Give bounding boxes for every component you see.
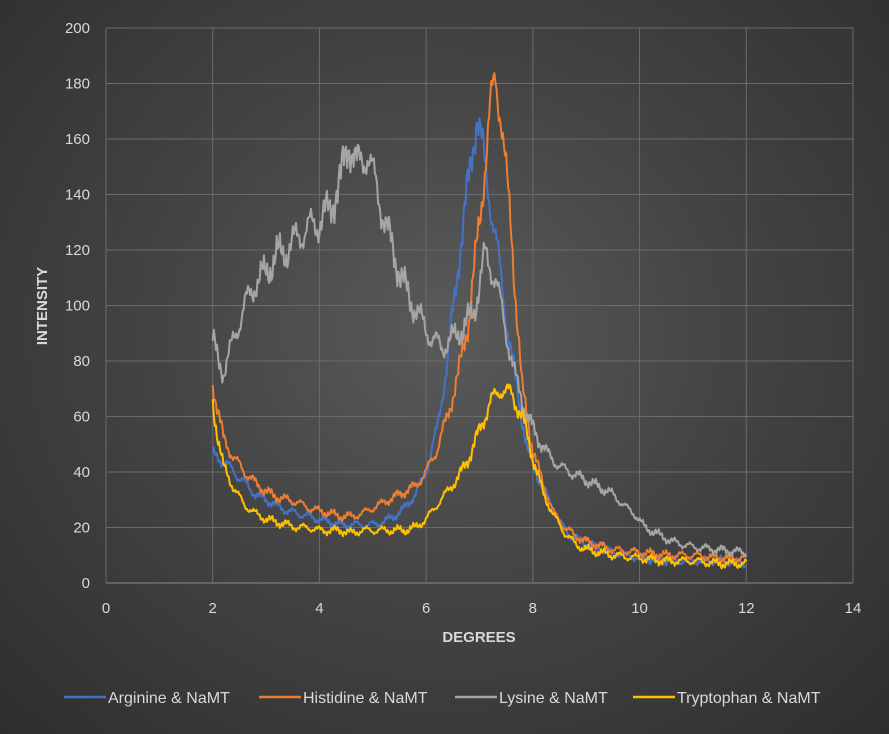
x-tick-label: 2 (209, 600, 217, 617)
y-axis-tick-labels: 0 20 40 60 80 100 120 140 160 180 200 (65, 20, 90, 592)
legend-label: Tryptophan & NaMT (677, 690, 821, 707)
series-line-3 (211, 143, 748, 558)
y-tick-label: 120 (65, 242, 90, 259)
y-axis-title: INTENSITY (34, 267, 51, 345)
y-tick-label: 200 (65, 20, 90, 37)
y-tick-label: 40 (73, 464, 90, 481)
x-axis-tick-labels: 0 2 4 6 8 10 12 14 (102, 600, 862, 617)
y-tick-label: 80 (73, 353, 90, 370)
series-line-2 (211, 72, 748, 565)
x-tick-label: 14 (845, 600, 862, 617)
y-tick-label: 100 (65, 298, 90, 315)
x-axis-title: DEGREES (442, 629, 515, 646)
y-tick-label: 20 (73, 520, 90, 537)
legend-label: Arginine & NaMT (108, 690, 230, 707)
x-tick-label: 0 (102, 600, 110, 617)
y-tick-label: 180 (65, 76, 90, 93)
series-line-4 (211, 383, 748, 570)
legend-label: Histidine & NaMT (303, 690, 428, 707)
x-tick-label: 8 (529, 600, 537, 617)
series-lines (211, 72, 748, 570)
y-tick-label: 0 (82, 575, 90, 592)
x-tick-label: 6 (422, 600, 430, 617)
legend-label: Lysine & NaMT (499, 690, 608, 707)
series-line-1 (211, 117, 747, 569)
x-tick-label: 12 (738, 600, 755, 617)
y-tick-label: 160 (65, 131, 90, 148)
y-tick-label: 140 (65, 187, 90, 204)
legend: Arginine & NaMT Histidine & NaMT Lysine & … (64, 690, 821, 707)
y-tick-label: 60 (73, 409, 90, 426)
gridlines (105, 27, 854, 584)
x-tick-label: 4 (315, 600, 323, 617)
x-tick-label: 10 (631, 600, 648, 617)
